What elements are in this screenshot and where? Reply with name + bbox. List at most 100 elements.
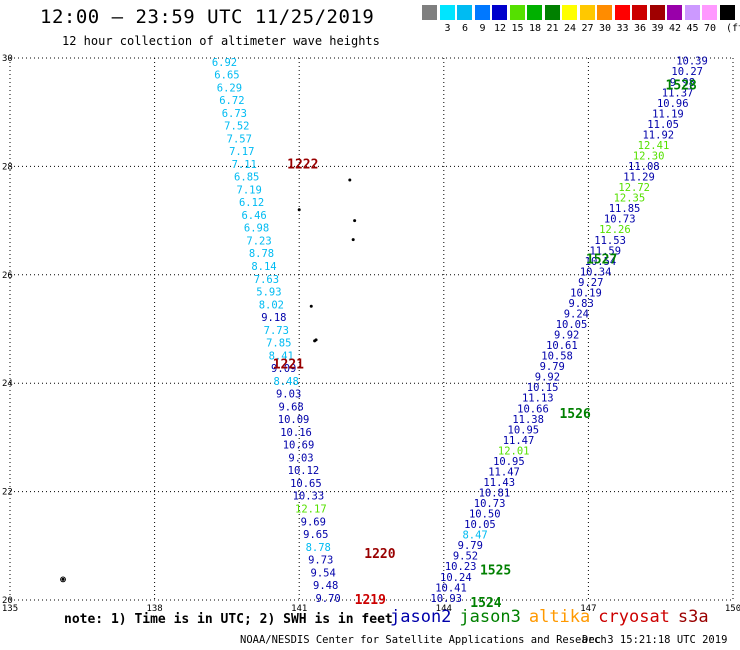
wave-height-value: 10.09: [278, 414, 310, 426]
wave-height-value: 6.46: [241, 210, 266, 222]
wave-height-value: 10.95: [508, 424, 540, 436]
scale-label: 15: [511, 23, 524, 34]
wave-height-value: 9.52: [453, 551, 478, 563]
lat-tick-label: 26: [2, 271, 13, 281]
generated-timestamp: Dec 3 15:21:18 UTC 2019: [582, 634, 728, 646]
lat-tick-label: 20: [2, 596, 13, 606]
scale-swatch: [719, 5, 735, 20]
lon-tick-label: 135: [2, 604, 18, 614]
wave-height-value: 9.18: [261, 312, 286, 324]
wave-height-value: 9.54: [311, 567, 336, 579]
wave-height-value: 9.92: [535, 372, 560, 384]
wave-height-value: 6.29: [217, 82, 242, 94]
lat-tick-label: 22: [2, 488, 13, 498]
wave-height-value: 10.54: [585, 256, 617, 268]
wave-height-value: 12.30: [633, 150, 665, 162]
wave-height-value: 9.03: [276, 389, 301, 401]
wave-height-value: 10.34: [580, 266, 612, 278]
pass-number-label: 1528: [666, 79, 697, 94]
wave-height-value: 9.98: [670, 77, 695, 89]
wave-height-value: 10.05: [464, 519, 496, 531]
wave-height-value: 7.57: [227, 133, 252, 145]
wave-height-value: 11.37: [662, 87, 694, 99]
wave-height-value: 12.41: [638, 140, 670, 152]
scale-unit: (ft): [725, 23, 740, 34]
scale-swatch: [684, 5, 700, 20]
wave-height-value: 8.14: [251, 261, 276, 273]
wave-height-value: 11.85: [609, 203, 641, 215]
scale-swatch: [562, 5, 577, 20]
wave-height-value: 11.47: [488, 466, 520, 478]
wave-height-value: 7.63: [254, 274, 279, 286]
wave-height-value: 10.33: [293, 491, 325, 503]
wave-height-value: 10.73: [474, 498, 506, 510]
footer-note: note: 1) Time is in UTC; 2) SWH is in fe…: [64, 612, 393, 627]
wave-height-value: 9.69: [301, 516, 326, 528]
scale-label: 6: [461, 23, 469, 34]
scale-label: 18: [528, 23, 542, 34]
wave-height-value: 10.05: [556, 319, 588, 331]
scale-label: 24: [563, 23, 577, 34]
pass-number-label: 1526: [559, 407, 590, 422]
scale-label: 36: [633, 23, 647, 34]
scale-swatch: [649, 5, 665, 20]
wave-height-value: 10.65: [290, 478, 322, 490]
wave-height-value: 9.03: [288, 452, 313, 464]
wave-height-value: 11.47: [503, 435, 535, 447]
wave-height-value: 10.19: [570, 287, 602, 299]
wave-height-value: 6.98: [244, 223, 269, 235]
wave-height-value: 8.78: [306, 542, 331, 554]
satellite-legend-cryosat: cryosat: [598, 607, 670, 627]
wave-height-value: 5.93: [256, 287, 281, 299]
credit-line: NOAA/NESDIS Center for Satellite Applica…: [240, 634, 607, 646]
wave-height-value: 6.72: [219, 95, 244, 107]
scale-swatch: [614, 5, 630, 20]
wave-height-value: 9.79: [540, 361, 565, 373]
scale-swatch: [474, 5, 490, 20]
lon-tick-label: 150: [725, 604, 740, 614]
wave-height-value: 8.02: [259, 299, 284, 311]
scale-label: 70: [703, 23, 717, 34]
wave-height-value: 10.24: [440, 572, 472, 584]
wave-height-value: 7.85: [266, 338, 291, 350]
scale-label: 42: [668, 23, 682, 34]
wave-height-value: 12.01: [498, 445, 530, 457]
scale-swatch: [457, 5, 472, 20]
wave-height-value: 9.48: [313, 580, 338, 592]
scale-swatch: [492, 5, 507, 20]
wave-height-value: 10.41: [435, 582, 467, 594]
wave-height-value: 9.79: [458, 540, 483, 552]
wave-height-value: 7.52: [224, 121, 249, 133]
wave-height-value: 8.78: [249, 248, 274, 260]
wave-height-value: 11.05: [647, 119, 679, 131]
wave-height-value: 9.70: [315, 593, 340, 605]
lon-tick-label: 147: [580, 604, 596, 614]
wave-height-value: 9.92: [554, 330, 579, 342]
pass-number-label: 1222: [287, 158, 318, 173]
island-marker: [353, 219, 357, 223]
lat-tick-label: 30: [2, 54, 13, 64]
scale-swatch: [422, 5, 437, 20]
wave-height-value: 7.11: [232, 159, 257, 171]
wave-height-value: 8.47: [462, 530, 487, 542]
lat-tick-label: 24: [2, 379, 13, 389]
island-marker: [351, 238, 355, 242]
wave-height-value: 9.83: [569, 298, 594, 310]
wave-height-value: 10.95: [493, 456, 525, 468]
scale-swatch: [544, 5, 560, 20]
wave-height-value: 9.68: [278, 401, 303, 413]
wave-height-value: 11.53: [594, 235, 626, 247]
page-title: 12:00 – 23:59 UTC 11/25/2019: [40, 6, 375, 28]
pass-number-label: 1220: [364, 547, 395, 562]
lon-tick-label: 141: [291, 604, 307, 614]
scale-label: 33: [616, 23, 629, 34]
wave-height-value: 9.27: [578, 277, 603, 289]
wave-height-value: 6.12: [239, 197, 264, 209]
wave-height-value: 7.73: [264, 325, 289, 337]
satellite-legend-altika: altika: [528, 607, 591, 627]
scale-swatch: [702, 5, 717, 20]
wave-height-value: 11.13: [522, 393, 554, 405]
island-marker: [297, 208, 301, 212]
wave-height-value: 9.24: [564, 308, 589, 320]
wave-height-value: 10.50: [469, 509, 501, 521]
